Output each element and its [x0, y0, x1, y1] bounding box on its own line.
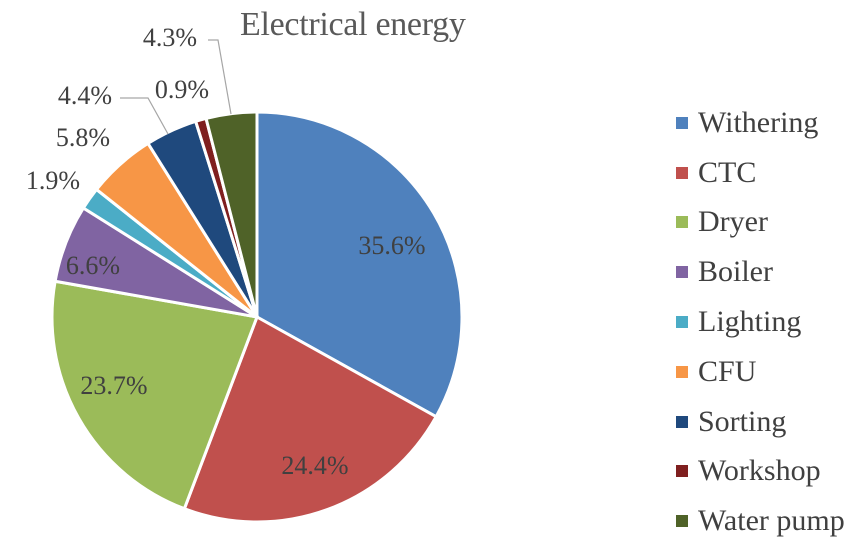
legend-swatch [676, 365, 688, 378]
legend-label: Water pump [698, 504, 845, 538]
data-label: 1.9% [26, 166, 80, 195]
chart-title: Electrical energy [240, 6, 466, 43]
pie-plot-area: 35.6% 24.4% 23.7% 6.6% 1.9% 5.8% 4.4% 0.9% 4.3% [26, 23, 464, 524]
legend-label: Boiler [698, 255, 773, 289]
legend-item: Boiler [676, 247, 845, 297]
legend-item: Water pump [676, 496, 845, 546]
pie-chart: Electrical energy 35.6% 24.4% 23.7% 6.6% 1.9… [26, 6, 845, 537]
legend-swatch [676, 316, 688, 329]
data-label: 4.3% [143, 23, 197, 52]
pie-slice-ctc [182, 314, 439, 524]
data-label: 5.8% [56, 123, 110, 152]
legend-item: Dryer [676, 198, 845, 248]
legend-label: CFU [698, 354, 757, 388]
legend-item: Withering [676, 98, 845, 148]
leader-line [120, 97, 169, 135]
legend-swatch [676, 216, 688, 229]
legend-item: Lighting [676, 297, 845, 347]
data-label: 35.6% [358, 231, 425, 260]
legend-label: Sorting [698, 404, 787, 438]
pie-slice-withering [255, 110, 464, 419]
legend-swatch [676, 166, 688, 179]
legend-swatch [676, 415, 688, 428]
legend-swatch [676, 465, 688, 478]
chart-legend: Withering CTC Dryer Boiler Lighting CFU Sortin… [676, 98, 845, 546]
data-label: 0.9% [155, 75, 209, 104]
legend-swatch [676, 515, 688, 528]
pie-slice-dryer [50, 279, 260, 511]
legend-item: Sorting [676, 397, 845, 447]
legend-swatch [676, 116, 688, 129]
legend-item: Workshop [676, 447, 845, 497]
legend-swatch [676, 266, 688, 279]
data-label: 23.7% [80, 371, 147, 400]
leader-line [208, 39, 232, 115]
legend-label: Lighting [698, 305, 802, 339]
data-label: 6.6% [66, 251, 120, 280]
legend-item: CTC [676, 148, 845, 198]
data-label: 4.4% [58, 81, 112, 110]
data-label: 24.4% [281, 451, 348, 480]
legend-label: Workshop [698, 454, 821, 488]
legend-label: Withering [698, 105, 819, 139]
legend-label: Dryer [698, 205, 768, 239]
legend-label: CTC [698, 155, 757, 189]
legend-item: CFU [676, 347, 845, 397]
